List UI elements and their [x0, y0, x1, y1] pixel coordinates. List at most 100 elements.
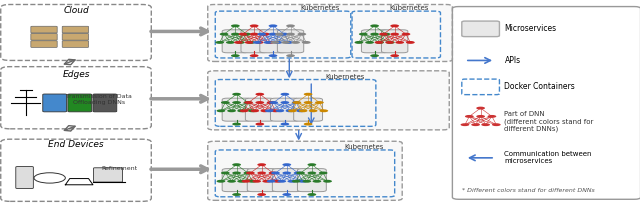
Circle shape — [481, 123, 490, 126]
Text: Kubernetes: Kubernetes — [344, 144, 383, 150]
Circle shape — [355, 41, 364, 44]
Circle shape — [296, 172, 305, 175]
Circle shape — [264, 41, 273, 44]
FancyBboxPatch shape — [208, 4, 452, 62]
Circle shape — [244, 101, 253, 104]
Circle shape — [231, 54, 240, 57]
Circle shape — [298, 180, 307, 183]
Circle shape — [303, 180, 311, 183]
Circle shape — [275, 109, 284, 112]
FancyBboxPatch shape — [271, 98, 300, 121]
Circle shape — [232, 163, 241, 166]
FancyBboxPatch shape — [31, 26, 57, 33]
Circle shape — [240, 109, 248, 112]
Circle shape — [291, 41, 300, 44]
Circle shape — [232, 101, 241, 104]
Circle shape — [476, 107, 485, 110]
Circle shape — [269, 24, 277, 27]
Text: Kubernetes: Kubernetes — [390, 5, 429, 11]
Circle shape — [269, 54, 277, 57]
Circle shape — [471, 123, 480, 126]
FancyBboxPatch shape — [62, 41, 88, 47]
Circle shape — [282, 193, 291, 196]
Circle shape — [237, 180, 246, 183]
FancyBboxPatch shape — [31, 41, 57, 47]
Circle shape — [267, 180, 275, 183]
Circle shape — [299, 109, 307, 112]
Circle shape — [269, 172, 277, 175]
FancyBboxPatch shape — [16, 167, 33, 189]
Circle shape — [261, 33, 270, 35]
Circle shape — [216, 180, 225, 183]
Circle shape — [269, 33, 277, 35]
Circle shape — [292, 101, 301, 104]
Text: Refinement: Refinement — [102, 166, 138, 171]
Circle shape — [296, 109, 305, 112]
FancyBboxPatch shape — [245, 98, 274, 121]
Circle shape — [323, 180, 332, 183]
Circle shape — [370, 33, 379, 35]
Circle shape — [312, 180, 321, 183]
Circle shape — [304, 123, 312, 126]
FancyBboxPatch shape — [43, 94, 67, 112]
Circle shape — [302, 41, 310, 44]
Circle shape — [284, 41, 293, 44]
Circle shape — [255, 101, 264, 104]
Circle shape — [282, 163, 291, 166]
Circle shape — [292, 180, 301, 183]
Circle shape — [220, 33, 228, 35]
Circle shape — [257, 172, 266, 175]
Text: Cloud: Cloud — [63, 6, 89, 15]
FancyBboxPatch shape — [222, 169, 251, 192]
Circle shape — [274, 41, 282, 44]
FancyBboxPatch shape — [294, 98, 323, 121]
Text: APIs: APIs — [504, 56, 520, 65]
Circle shape — [319, 172, 328, 175]
FancyBboxPatch shape — [68, 94, 92, 112]
Circle shape — [271, 172, 280, 175]
Circle shape — [406, 41, 415, 44]
Circle shape — [243, 101, 252, 104]
Circle shape — [231, 33, 240, 35]
Circle shape — [237, 109, 246, 112]
Circle shape — [286, 33, 295, 35]
Circle shape — [315, 101, 324, 104]
Circle shape — [232, 123, 241, 126]
Circle shape — [280, 93, 289, 96]
Circle shape — [370, 24, 379, 27]
Circle shape — [390, 24, 399, 27]
FancyBboxPatch shape — [362, 30, 388, 53]
Circle shape — [365, 41, 374, 44]
Circle shape — [280, 101, 289, 104]
Circle shape — [257, 33, 266, 35]
FancyBboxPatch shape — [222, 30, 248, 53]
Circle shape — [246, 41, 255, 44]
FancyBboxPatch shape — [381, 30, 408, 53]
Circle shape — [298, 33, 306, 35]
Circle shape — [236, 41, 244, 44]
Circle shape — [267, 101, 275, 104]
Circle shape — [255, 93, 264, 96]
Circle shape — [255, 41, 264, 44]
Circle shape — [275, 33, 284, 35]
Circle shape — [257, 163, 266, 166]
Circle shape — [488, 115, 496, 118]
Circle shape — [271, 109, 280, 112]
Circle shape — [253, 41, 262, 44]
Circle shape — [257, 193, 266, 196]
Circle shape — [277, 180, 286, 183]
Circle shape — [231, 24, 240, 27]
Circle shape — [370, 54, 379, 57]
Circle shape — [390, 54, 399, 57]
Circle shape — [234, 41, 243, 44]
FancyBboxPatch shape — [93, 94, 116, 112]
Circle shape — [385, 41, 394, 44]
Circle shape — [216, 109, 225, 112]
Circle shape — [227, 109, 236, 112]
FancyBboxPatch shape — [93, 168, 122, 182]
Circle shape — [269, 101, 278, 104]
Circle shape — [304, 93, 312, 96]
Circle shape — [221, 172, 230, 175]
Circle shape — [280, 33, 289, 35]
Circle shape — [215, 41, 224, 44]
